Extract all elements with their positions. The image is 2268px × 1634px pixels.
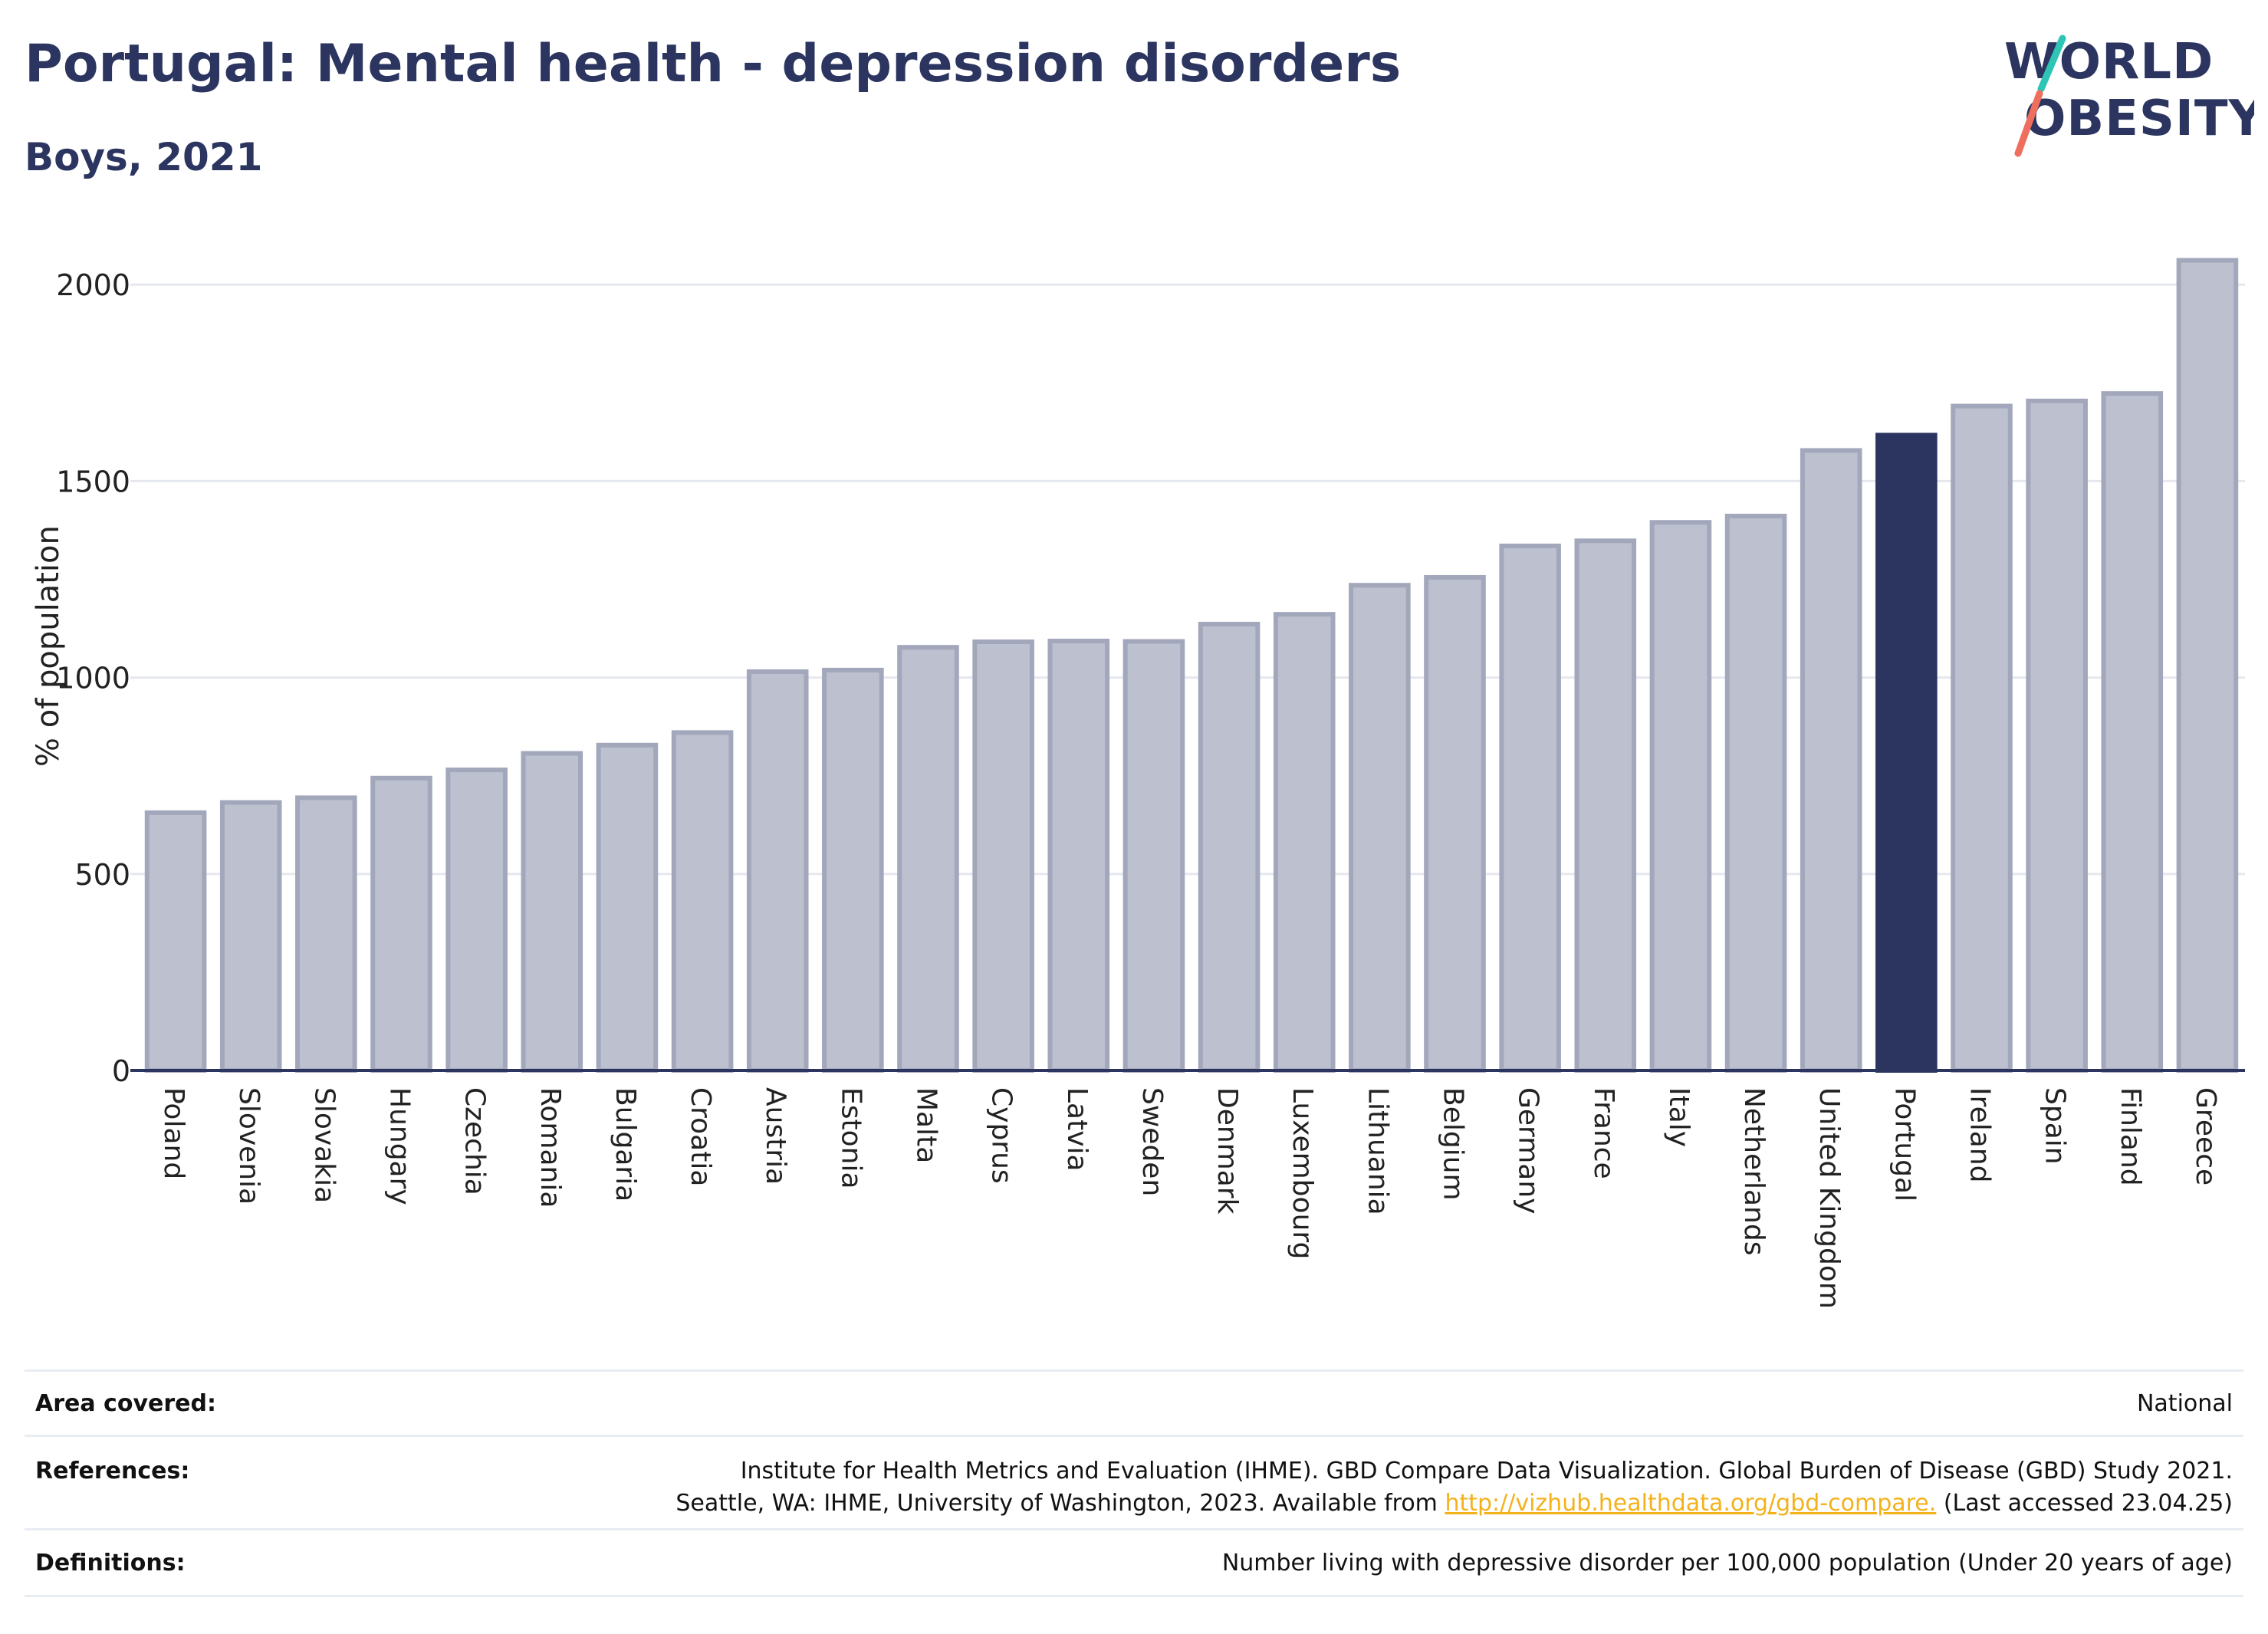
x-tick-label: Belgium: [1438, 1087, 1469, 1201]
bar-ireland: [1951, 403, 2013, 1073]
bar-hungary: [370, 775, 432, 1073]
references-line-1: Institute for Health Metrics and Evaluat…: [740, 1458, 2233, 1484]
world-obesity-logo: WORLD OBESITY: [2004, 34, 2254, 157]
bar-italy: [1649, 520, 1712, 1073]
bar-series: [144, 258, 2239, 1073]
references-line-2-post: (Last accessed 23.04.25): [1936, 1490, 2233, 1517]
x-tick-label: Spain: [2040, 1087, 2071, 1165]
bar-germany: [1499, 543, 1561, 1073]
x-axis: Poland Slovenia Slovakia Hungary Czechia Roma…: [130, 1069, 2245, 1309]
bar-spain: [2026, 398, 2088, 1073]
bar-greece: [2176, 258, 2239, 1073]
definitions-row: Definitions: Number living with depressi…: [25, 1528, 2243, 1597]
bar-denmark: [1198, 621, 1261, 1073]
bar-bulgaria: [596, 742, 659, 1073]
x-tick-label: Poland: [158, 1087, 189, 1179]
bar-lithuania: [1349, 583, 1411, 1073]
x-tick-label: United Kingdom: [1813, 1087, 1845, 1309]
definitions-value: Number living with depressive disorder p…: [1221, 1549, 2233, 1576]
svg-text:WORLD: WORLD: [2004, 34, 2214, 90]
x-tick-label: Germany: [1513, 1087, 1544, 1214]
bar-romania: [521, 751, 583, 1073]
x-tick-label: Czechia: [459, 1087, 491, 1195]
bar-belgium: [1424, 574, 1486, 1073]
x-tick-label: Portugal: [1888, 1087, 1920, 1202]
bar-luxembourg: [1273, 612, 1336, 1073]
area-covered-value: National: [2136, 1389, 2233, 1417]
x-tick-label: Netherlands: [1738, 1087, 1770, 1255]
y-tick-label: 500: [74, 858, 130, 892]
x-tick-label: Bulgaria: [610, 1087, 641, 1202]
x-tick-label: Romania: [534, 1087, 566, 1208]
svg-text:OBESITY: OBESITY: [2024, 90, 2254, 147]
bar-slovakia: [295, 795, 357, 1073]
chart-footer: Area covered: National References: Insti…: [25, 1369, 2243, 1597]
y-axis-label: % of population: [31, 525, 66, 767]
y-tick-label: 1000: [56, 662, 130, 695]
x-tick-label: Ireland: [1964, 1087, 1996, 1183]
bar-czechia: [445, 768, 508, 1073]
x-tick-label: France: [1588, 1087, 1619, 1179]
x-tick-label: Latvia: [1061, 1087, 1093, 1172]
x-tick-label: Estonia: [835, 1087, 866, 1189]
y-tick-label: 0: [112, 1054, 130, 1088]
x-tick-label: Greece: [2190, 1087, 2221, 1185]
x-tick-label: Denmark: [1211, 1087, 1243, 1215]
y-axis: 0 500 1000 1500 2000: [56, 268, 130, 1088]
x-tick-label: Finland: [2115, 1087, 2146, 1186]
references-row: References: Institute for Health Metrics…: [25, 1435, 2243, 1528]
bar-france: [1574, 538, 1637, 1073]
bar-chart: 0 500 1000 1500 2000 Poland Slovenia Slovakia H…: [31, 258, 2245, 1309]
bar-latvia: [1047, 638, 1110, 1073]
bar-croatia: [671, 730, 734, 1073]
bar-slovenia: [219, 800, 282, 1073]
x-tick-label: Slovakia: [308, 1087, 340, 1203]
definitions-label: Definitions:: [35, 1549, 186, 1576]
bar-poland: [144, 810, 207, 1073]
references-link[interactable]: http://vizhub.healthdata.org/gbd-compare…: [1445, 1490, 1937, 1517]
bar-cyprus: [972, 639, 1034, 1073]
bar-austria: [746, 669, 809, 1073]
x-tick-label: Italy: [1663, 1087, 1694, 1147]
bar-finland: [2101, 391, 2164, 1073]
x-tick-label: Austria: [760, 1087, 791, 1185]
x-tick-label: Malta: [911, 1087, 942, 1163]
x-tick-label: Sweden: [1136, 1087, 1168, 1196]
bar-malta: [897, 645, 959, 1073]
page-subtitle: Boys, 2021: [25, 135, 263, 179]
area-covered-row: Area covered: National: [25, 1369, 2243, 1435]
y-tick-label: 2000: [56, 268, 130, 302]
references-value: Institute for Health Metrics and Evaluat…: [675, 1455, 2243, 1520]
bar-united-kingdom: [1800, 448, 1862, 1073]
bar-netherlands: [1724, 514, 1787, 1073]
x-tick-label: Hungary: [384, 1087, 416, 1205]
x-tick-label: Lithuania: [1362, 1087, 1393, 1215]
x-tick-label: Croatia: [685, 1087, 716, 1186]
area-covered-label: Area covered:: [35, 1389, 216, 1417]
bar-sweden: [1122, 639, 1185, 1073]
page-title: Portugal: Mental health - depression dis…: [25, 34, 1402, 94]
references-line-2-pre: Seattle, WA: IHME, University of Washing…: [675, 1490, 1445, 1517]
bar-estonia: [822, 667, 884, 1073]
y-tick-label: 1500: [56, 465, 130, 498]
bar-portugal: [1875, 432, 1938, 1073]
references-label: References:: [35, 1458, 190, 1484]
x-tick-label: Slovenia: [233, 1087, 265, 1205]
x-tick-label: Luxembourg: [1287, 1087, 1318, 1259]
x-tick-label: Cyprus: [986, 1087, 1017, 1184]
